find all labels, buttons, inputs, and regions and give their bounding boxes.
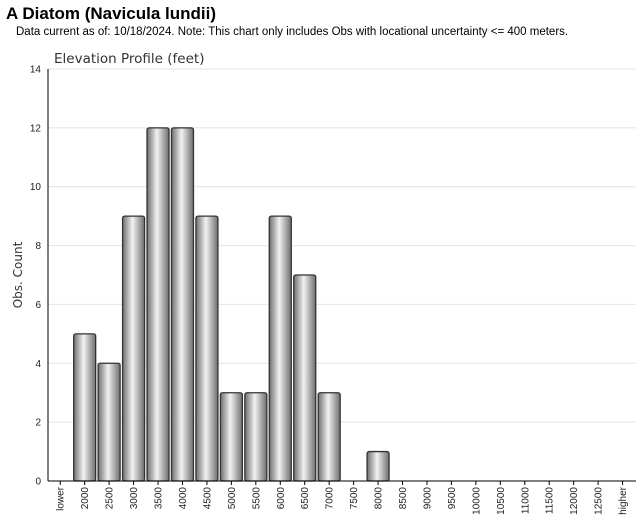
- y-tick-label: 8: [35, 241, 41, 252]
- y-tick-label: 14: [30, 65, 42, 76]
- y-tick-label: 0: [35, 477, 41, 488]
- page-title: A Diatom (Navicula lundii): [6, 4, 217, 23]
- x-tick-label: 2000: [80, 487, 91, 510]
- x-tick-label: 10000: [471, 487, 482, 515]
- x-tick-label: 10500: [496, 487, 507, 515]
- y-tick-label: 4: [35, 359, 41, 370]
- x-tick-label: 4500: [202, 487, 213, 510]
- chart-title: Elevation Profile (feet): [54, 51, 204, 67]
- bar: [146, 127, 170, 482]
- y-tick-label: 6: [35, 300, 41, 311]
- x-tick-label: 5500: [251, 487, 262, 510]
- x-tick-label: 11500: [545, 487, 556, 515]
- y-tick-label: 12: [30, 123, 42, 134]
- x-tick-label: 9000: [422, 487, 433, 510]
- x-tick-label: 5000: [227, 487, 238, 510]
- bar: [73, 333, 97, 482]
- x-tick-label: 8500: [398, 487, 409, 510]
- bar: [121, 215, 146, 482]
- x-tick-label: 11000: [520, 487, 531, 515]
- bar: [293, 274, 317, 482]
- x-tick-label: higher: [618, 486, 629, 514]
- x-tick-label: 2500: [105, 487, 116, 510]
- data-note: Data current as of: 10/18/2024. Note: Th…: [16, 26, 569, 38]
- x-tick-label: 12500: [594, 487, 605, 515]
- y-axis-label: Obs. Count: [11, 241, 25, 308]
- x-tick-label: 3500: [154, 487, 165, 510]
- x-tick-label: 12000: [569, 487, 580, 515]
- y-tick-label: 2: [35, 418, 41, 429]
- x-tick-label: lower: [56, 486, 67, 511]
- bar: [195, 215, 219, 482]
- bar: [317, 392, 341, 482]
- x-tick-label: 8000: [374, 487, 385, 510]
- x-tick-label: 7000: [325, 487, 336, 510]
- y-tick-label: 10: [30, 182, 42, 193]
- bar: [244, 392, 268, 482]
- bar: [219, 392, 244, 482]
- bar: [97, 362, 121, 482]
- bar: [268, 215, 292, 482]
- x-tick-label: 6000: [276, 487, 287, 510]
- x-tick-label: 9500: [447, 487, 458, 510]
- bar: [366, 450, 390, 482]
- x-tick-label: 3000: [129, 487, 140, 510]
- x-tick-label: 7500: [349, 487, 360, 510]
- x-tick-label: 6500: [300, 487, 311, 510]
- x-tick-label: 4000: [178, 487, 189, 510]
- bar: [170, 127, 195, 482]
